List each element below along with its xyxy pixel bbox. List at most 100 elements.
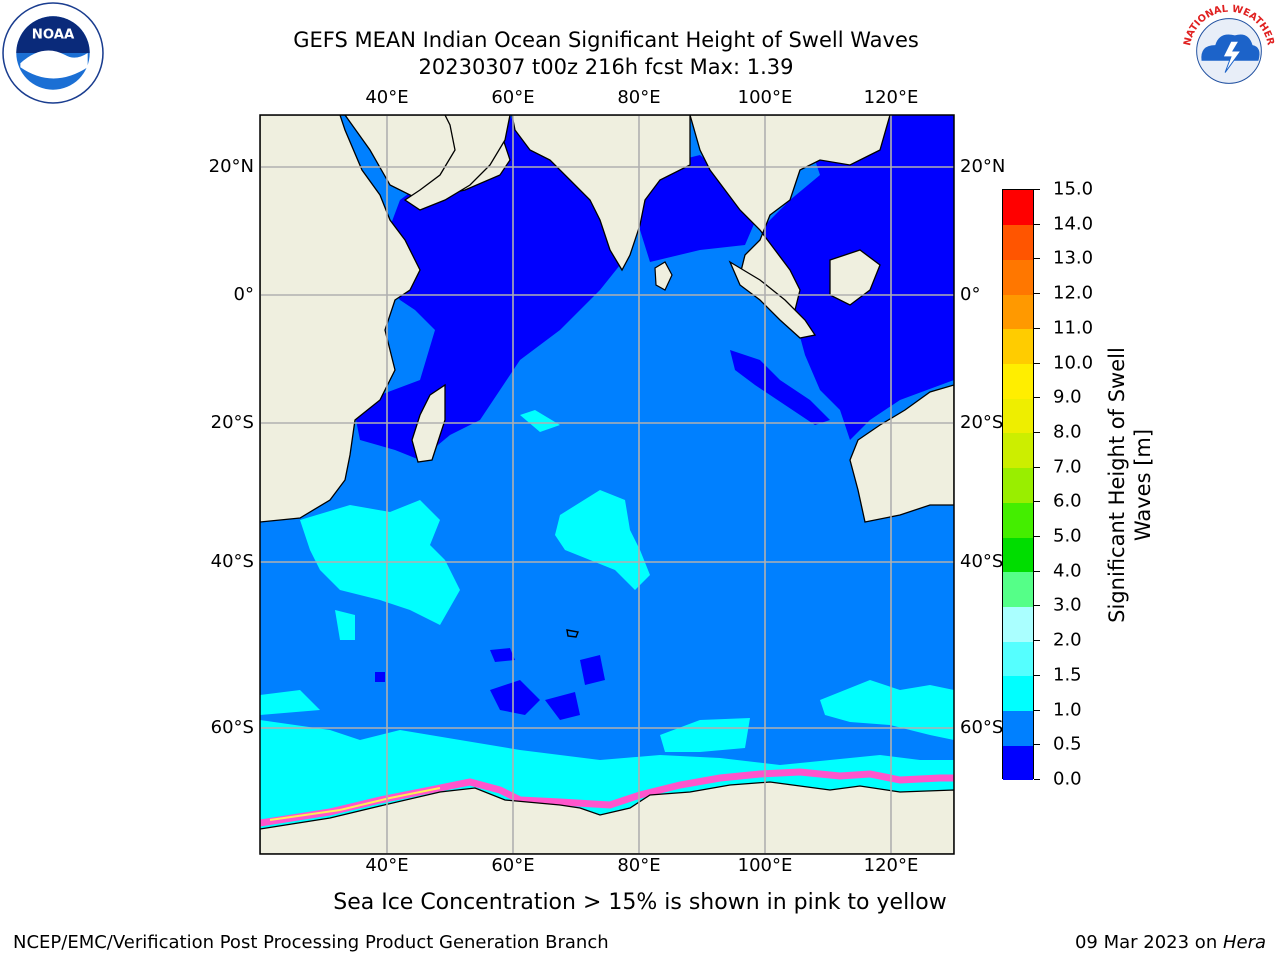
colorbar-tick-label: 13.0 [1053, 247, 1094, 269]
colorbar-tick-label: 9.0 [1053, 386, 1082, 408]
footer-date-text: 09 Mar 2023 on [1074, 932, 1223, 953]
colorbar-segment [1003, 641, 1033, 677]
nws-logo: NATIONAL WEATHER SERVICE [1180, 2, 1276, 99]
colorbar-title: Significant Height of Swell Waves [m] [1104, 315, 1156, 655]
south-low-patch-1 [490, 680, 540, 715]
colorbar-tick-label: 12.0 [1053, 282, 1094, 304]
lat-tick-right-20s: 20°S [960, 412, 1004, 433]
colorbar-tick-mark [1034, 640, 1040, 642]
swell-high-patch-g [260, 690, 320, 715]
colorbar-segment [1003, 328, 1033, 365]
lon-tick-top-120e: 120°E [863, 87, 919, 108]
colorbar-segment [1003, 502, 1033, 538]
colorbar-tick-mark [1034, 570, 1040, 572]
footer-branch: NCEP/EMC/Verification Post Processing Pr… [13, 932, 609, 953]
lon-tick-bottom-40e: 40°E [365, 855, 409, 876]
colorbar-tick-label: 1.0 [1053, 699, 1082, 721]
lat-tick-left-20n: 20°N [208, 156, 254, 177]
colorbar-segment [1003, 537, 1033, 573]
lat-tick-right-40s: 40°S [960, 551, 1004, 572]
map-subtitle: 20230307 t00z 216h fcst Max: 1.39 [418, 55, 794, 79]
colorbar-tick-label: 0.5 [1053, 733, 1082, 755]
land-india [511, 115, 691, 272]
lon-tick-top-100e: 100°E [737, 87, 793, 108]
lon-tick-bottom-60e: 60°E [491, 855, 535, 876]
lon-tick-bottom-100e: 100°E [737, 855, 793, 876]
south-low-patch-4 [490, 648, 515, 662]
colorbar-segment [1003, 432, 1033, 469]
colorbar-tick-mark [1034, 431, 1040, 433]
colorbar [1002, 189, 1034, 781]
south-low-patch-5 [375, 672, 385, 682]
land-arabia [403, 115, 511, 211]
colorbar-title-line1: Significant Height of Swell [1105, 347, 1129, 623]
colorbar-tick-mark [1034, 327, 1040, 329]
lat-tick-right-0: 0° [960, 284, 981, 305]
colorbar-tick-label: 6.0 [1053, 490, 1082, 512]
colorbar-segment [1003, 190, 1033, 226]
colorbar-segment [1003, 571, 1033, 607]
colorbar-segment [1003, 606, 1033, 642]
lat-tick-left-20s: 20°S [210, 412, 254, 433]
swell-high-patch-f [660, 718, 750, 752]
colorbar-tick-mark [1034, 258, 1040, 260]
sea-ice-inner [269, 787, 441, 821]
colorbar-tick-label: 11.0 [1053, 317, 1094, 339]
lon-tick-top-60e: 60°E [491, 87, 535, 108]
swell-high-patch-b [555, 490, 650, 590]
colorbar-tick-label: 10.0 [1053, 352, 1094, 374]
colorbar-tick-label: 8.0 [1053, 421, 1082, 443]
colorbar-tick-label: 5.0 [1053, 525, 1082, 547]
colorbar-segment [1003, 398, 1033, 434]
colorbar-segment [1003, 710, 1033, 746]
lon-tick-top-80e: 80°E [617, 87, 661, 108]
noaa-logo: NOAA [2, 2, 104, 104]
colorbar-tick-label: 14.0 [1053, 213, 1094, 235]
colorbar-tick-mark [1034, 189, 1040, 190]
colorbar-tick-label: 4.0 [1053, 560, 1082, 582]
colorbar-tick-mark [1034, 605, 1040, 607]
colorbar-segment [1003, 363, 1033, 399]
land-antarctica [260, 781, 954, 854]
colorbar-tick-mark [1034, 536, 1040, 538]
lat-tick-left-0: 0° [233, 284, 254, 305]
lon-tick-top-40e: 40°E [365, 87, 409, 108]
colorbar-segment [1003, 224, 1033, 260]
footer-date: 09 Mar 2023 on Hera [1075, 932, 1266, 953]
lat-tick-right-60s: 60°S [960, 717, 1004, 738]
colorbar-tick-mark [1034, 466, 1040, 468]
lat-tick-left-40s: 40°S [210, 551, 254, 572]
lon-tick-bottom-120e: 120°E [863, 855, 919, 876]
swell-high-patch-c [335, 610, 355, 640]
colorbar-tick-mark [1034, 779, 1040, 780]
swell-high-patch-e [820, 680, 954, 740]
colorbar-tick-label: 1.5 [1053, 664, 1082, 686]
noaa-logo-text: NOAA [32, 28, 75, 43]
colorbar-segment [1003, 259, 1033, 295]
colorbar-tick-label: 15.0 [1053, 178, 1094, 200]
footer-host: Hera [1222, 932, 1266, 953]
colorbar-segment [1003, 467, 1033, 503]
land-sri-lanka [654, 261, 673, 291]
colorbar-tick-label: 7.0 [1053, 456, 1082, 478]
colorbar-tick-mark [1034, 709, 1040, 711]
lat-tick-right-20n: 20°N [960, 156, 1006, 177]
lat-tick-left-60s: 60°S [210, 717, 254, 738]
lon-tick-bottom-80e: 80°E [617, 855, 661, 876]
map-frame [259, 114, 955, 855]
colorbar-tick-label: 2.0 [1053, 629, 1082, 651]
colorbar-tick-mark [1034, 744, 1040, 746]
colorbar-segment [1003, 745, 1033, 781]
colorbar-tick-mark [1034, 223, 1040, 225]
colorbar-tick-mark [1034, 397, 1040, 399]
colorbar-tick-label: 0.0 [1053, 768, 1082, 790]
kerguelen-outline [566, 629, 579, 638]
map-title: GEFS MEAN Indian Ocean Significant Heigh… [293, 28, 919, 52]
java-south-low-band [730, 350, 830, 425]
colorbar-tick-mark [1034, 293, 1040, 295]
south-low-patch-3 [580, 655, 605, 685]
land-australia [849, 384, 954, 523]
south-low-patch-2 [545, 692, 580, 720]
colorbar-segment [1003, 675, 1033, 712]
